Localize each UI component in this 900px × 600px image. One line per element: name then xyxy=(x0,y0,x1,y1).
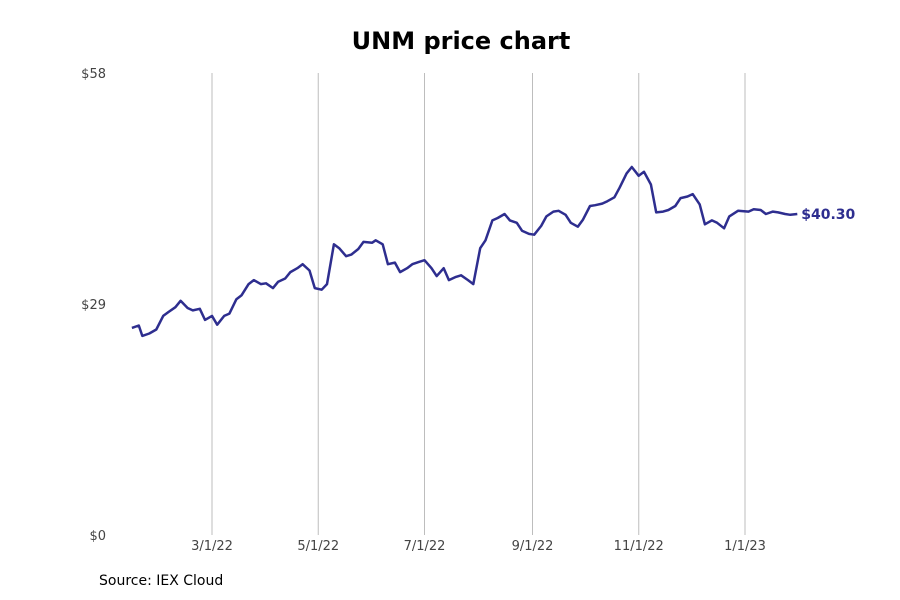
source-note: Source: IEX Cloud xyxy=(99,573,224,589)
y-tick-label: $29 xyxy=(81,298,106,313)
x-tick-label: 11/1/22 xyxy=(614,539,664,554)
x-tick-label: 7/1/22 xyxy=(404,539,446,554)
x-tick-label: 1/1/23 xyxy=(724,539,766,554)
last-price-label: $40.30 xyxy=(801,207,855,223)
chart-title: UNM price chart xyxy=(351,27,571,55)
x-tick-label: 5/1/22 xyxy=(297,539,339,554)
x-tick-label: 9/1/22 xyxy=(512,539,554,554)
x-axis-ticks: 3/1/22 5/1/22 7/1/22 9/1/22 11/1/22 1/1/23 xyxy=(191,539,766,554)
y-axis-ticks: $0 $29 $58 xyxy=(81,67,106,544)
price-line xyxy=(131,165,798,338)
y-tick-label: $58 xyxy=(81,67,106,82)
x-tick-label: 3/1/22 xyxy=(191,539,233,554)
y-tick-label: $0 xyxy=(89,529,106,544)
x-gridlines xyxy=(211,73,746,535)
